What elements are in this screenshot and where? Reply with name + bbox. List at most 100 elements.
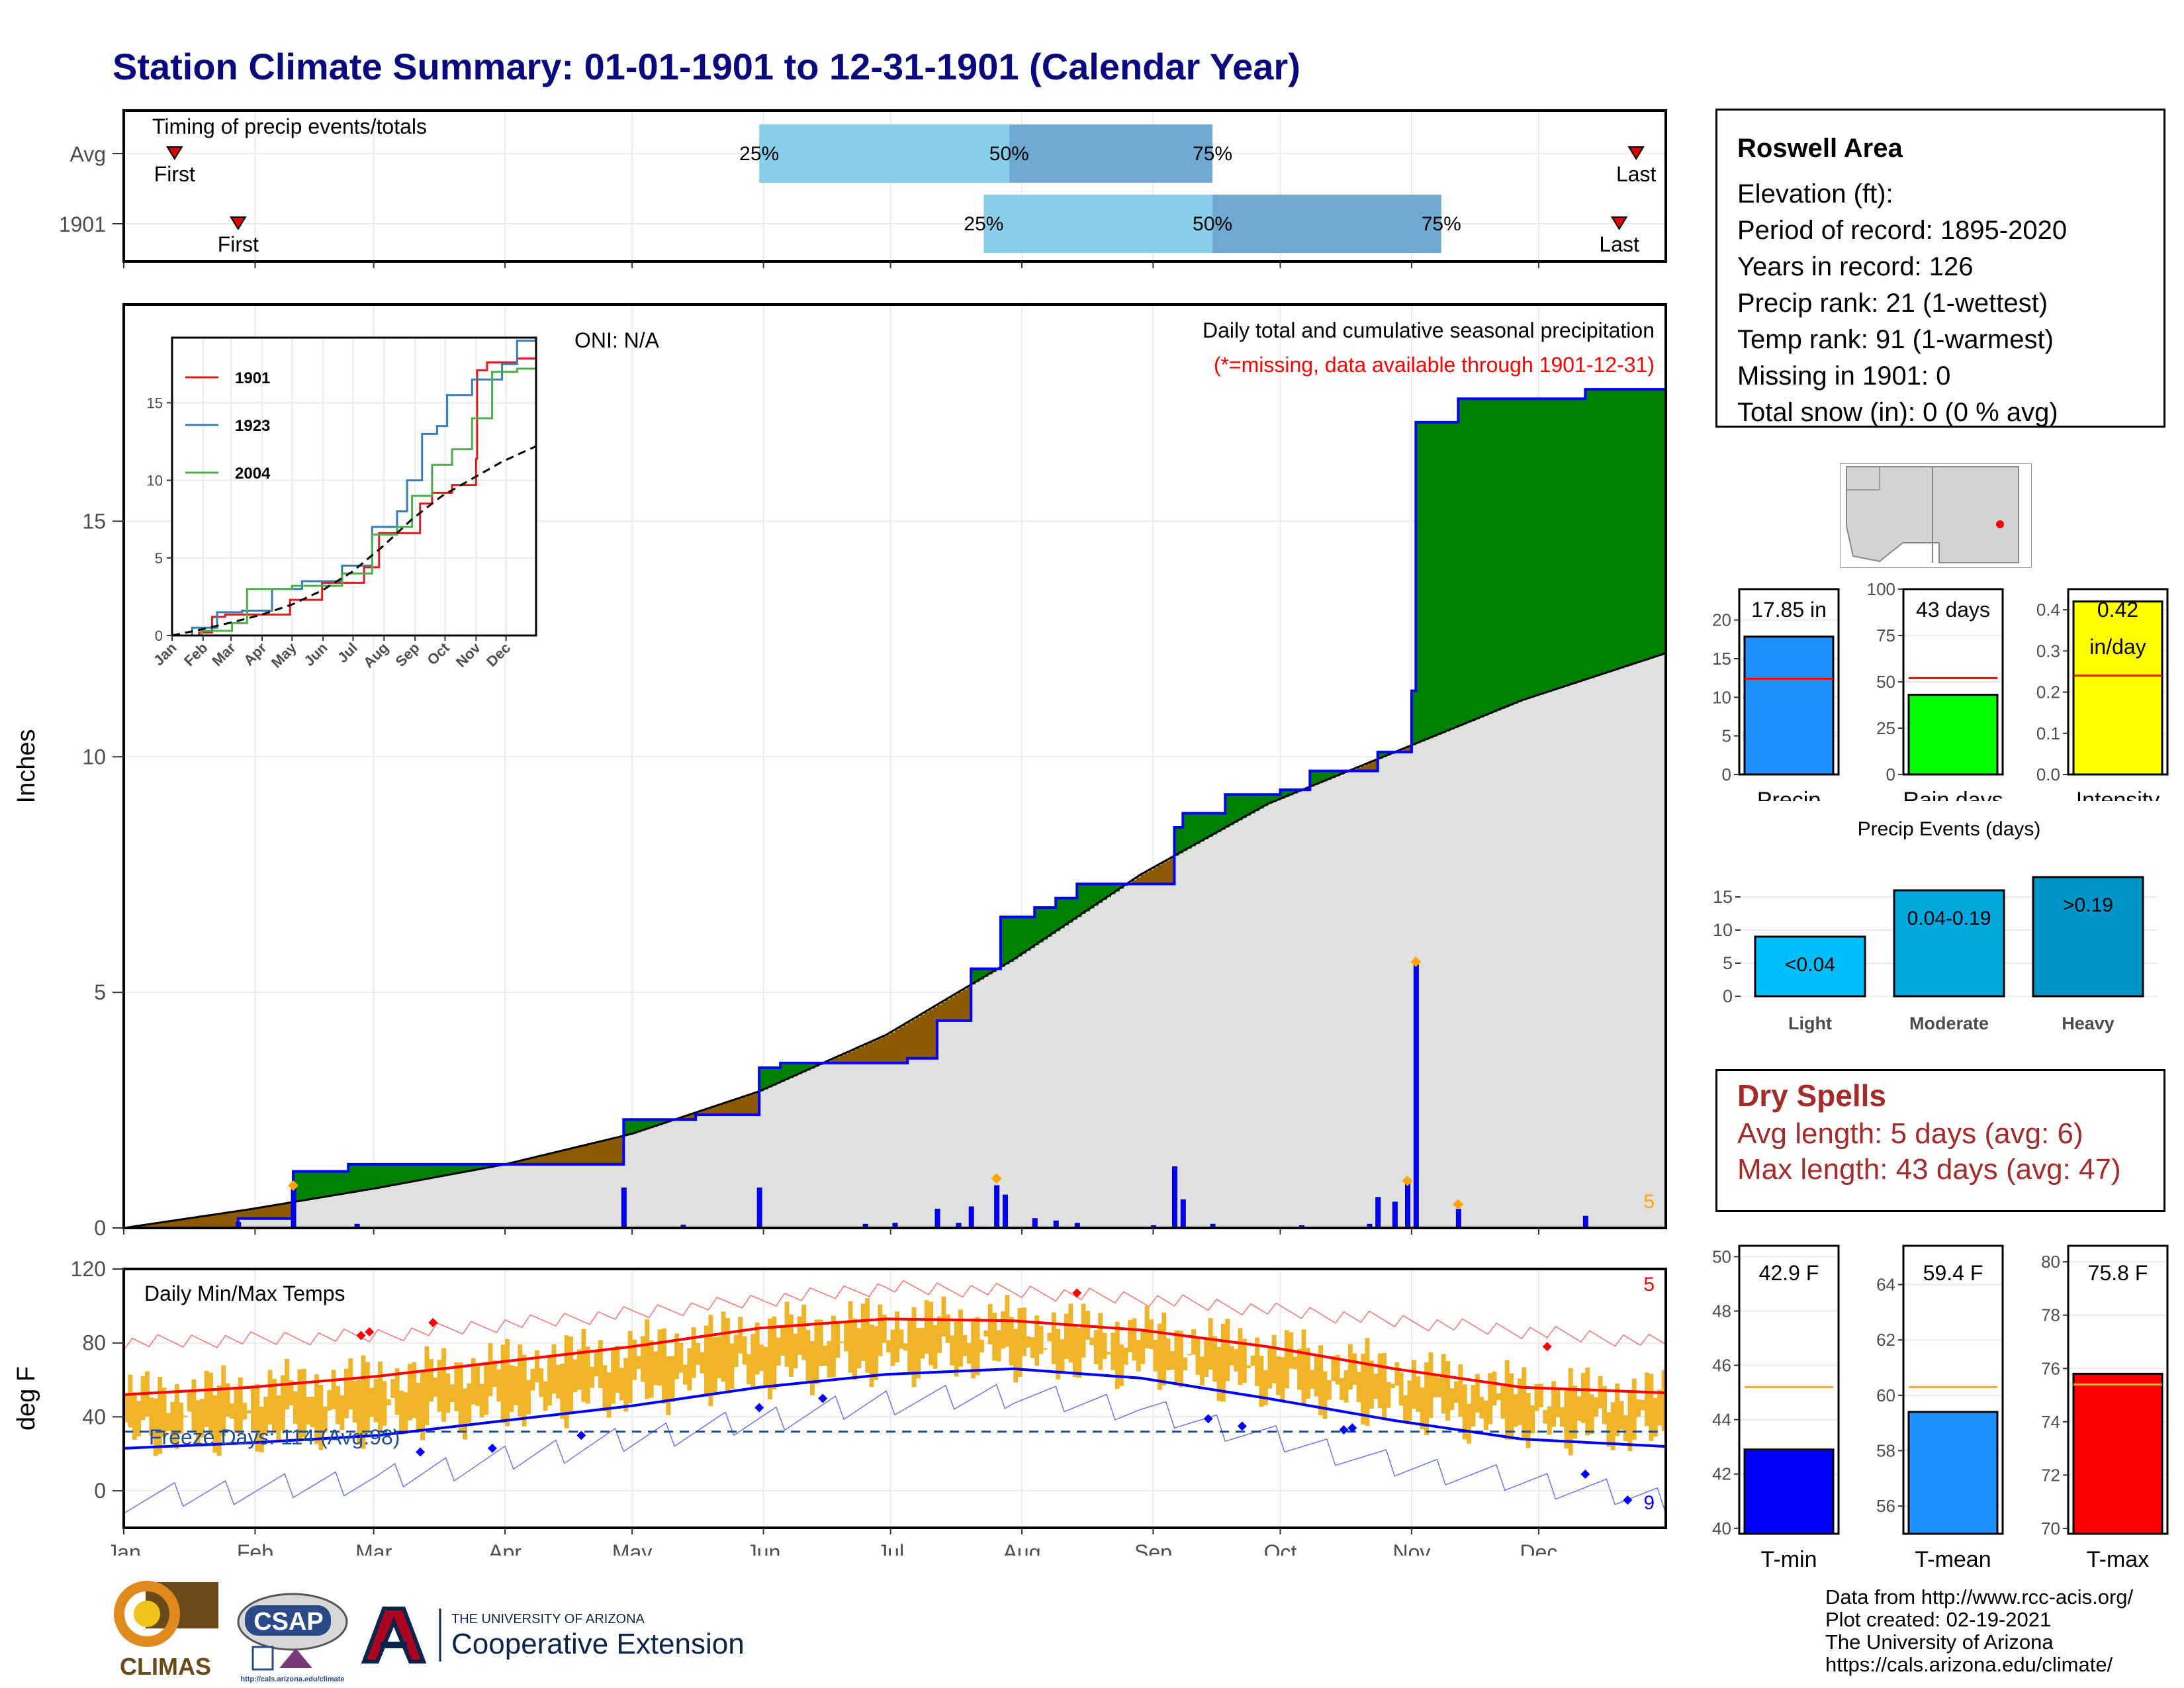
inset-bg — [172, 338, 536, 635]
wetter-than-normal-area — [1504, 399, 1510, 708]
drier-than-normal-area — [251, 1209, 256, 1219]
mini-ytick-label: 44 — [1712, 1410, 1731, 1430]
mini-panel-frame — [2067, 588, 2169, 776]
mini-ytick-label: 46 — [1712, 1356, 1731, 1376]
wetter-than-normal-area — [1437, 422, 1442, 735]
mini-panel-frame — [2067, 1244, 2169, 1535]
month-label: Jan — [107, 1540, 141, 1556]
wetter-than-normal-area — [1492, 399, 1497, 713]
daily-temp-bar — [225, 1383, 230, 1417]
wetter-than-normal-area — [1093, 884, 1099, 906]
daily-temp-bar — [594, 1350, 599, 1377]
inset-normal-line — [171, 445, 537, 637]
daily-temp-bar — [297, 1369, 302, 1441]
drier-than-normal-area — [212, 1215, 218, 1228]
daily-temp-bar — [496, 1369, 502, 1402]
daily-temp-bar — [124, 1394, 128, 1423]
daily-temp-bar — [471, 1358, 476, 1405]
last-marker — [1627, 146, 1645, 160]
daily-temp-bar — [649, 1340, 654, 1398]
daily-temp-bar — [1534, 1383, 1539, 1411]
precip-frame — [122, 303, 1667, 1229]
wetter-than-normal-area — [1208, 813, 1213, 837]
daily-temp-bar — [1623, 1415, 1628, 1441]
drier-than-normal-area — [555, 1152, 561, 1164]
freeze-days-label: Freeze Days: 114 (Avg:98) — [149, 1425, 400, 1449]
daily-temp-bar — [569, 1336, 574, 1413]
wetter-than-normal-area — [428, 1164, 433, 1179]
drier-than-normal-area — [1144, 872, 1150, 884]
daily-temp-bar — [1187, 1354, 1192, 1356]
first-marker — [166, 146, 183, 160]
wetter-than-normal-area — [1661, 389, 1666, 655]
daily-temp-bar — [1576, 1396, 1582, 1421]
drier-than-normal-area — [941, 1002, 946, 1021]
daily-temp-bar — [1216, 1346, 1222, 1401]
daily-temp-bar — [1161, 1312, 1167, 1385]
wetter-than-normal-area — [1326, 771, 1332, 780]
daily-temp-bar — [856, 1328, 862, 1369]
wetter-than-normal-area — [1471, 399, 1476, 722]
daily-temp-bar — [666, 1356, 671, 1415]
mini-ytick-label: 58 — [1876, 1441, 1895, 1461]
wetter-than-normal-area — [1538, 399, 1543, 695]
precip-event-bar-label: >0.19 — [2063, 894, 2113, 916]
csap-logo: CSAP http://cals.arizona.edu/climate — [237, 1593, 348, 1683]
mini-ytick-label: 80 — [2041, 1252, 2060, 1272]
daily-temp-bar — [606, 1372, 612, 1418]
daily-precip-bar — [621, 1188, 627, 1229]
drier-than-normal-area — [594, 1143, 599, 1164]
daily-temp-bar — [318, 1384, 324, 1450]
daily-temp-bar — [357, 1380, 361, 1445]
daily-temp-bar — [1119, 1344, 1124, 1386]
wetter-than-normal-area — [420, 1164, 426, 1180]
daily-temp-bar — [712, 1336, 717, 1393]
record-low-marker — [1237, 1421, 1247, 1431]
daily-temp-bar — [814, 1319, 819, 1384]
daily-temp-bar — [221, 1365, 226, 1436]
daily-precip-bar — [1002, 1194, 1008, 1229]
daily-temp-bar — [132, 1392, 137, 1440]
info-temp-rank: Temp rank: 91 (1-warmest) — [1737, 325, 2054, 354]
daily-temp-bar — [1441, 1354, 1446, 1414]
wetter-than-normal-area — [1064, 898, 1069, 926]
daily-temp-bar — [343, 1368, 349, 1419]
info-elevation: Elevation (ft): — [1737, 179, 1893, 209]
wetter-than-normal-area — [1564, 399, 1569, 686]
drier-than-normal-area — [966, 987, 972, 1021]
daily-temp-bar — [1564, 1388, 1569, 1449]
daily-temp-bar — [1500, 1383, 1506, 1419]
daily-temp-bar — [513, 1366, 518, 1405]
wetter-than-normal-area — [336, 1171, 341, 1196]
month-label: Feb — [237, 1540, 273, 1556]
daily-temp-bar — [1644, 1372, 1649, 1427]
wetter-than-normal-area — [1644, 389, 1649, 661]
wetter-than-normal-area — [1606, 389, 1612, 673]
daily-temp-bar — [195, 1400, 201, 1444]
daily-temp-bar — [276, 1395, 281, 1442]
daily-temp-bar — [306, 1397, 311, 1425]
timing-bar-q25-q50 — [759, 124, 1009, 183]
credit-line: https://cals.arizona.edu/climate/ — [1825, 1653, 2113, 1676]
wetter-than-normal-area — [306, 1171, 311, 1200]
daily-temp-bar — [1140, 1329, 1146, 1364]
drier-than-normal-area — [746, 1096, 751, 1115]
wetter-than-normal-area — [788, 1062, 794, 1078]
daily-temp-bar — [263, 1396, 269, 1435]
inset-series-line — [172, 340, 536, 637]
wetter-than-normal-area — [301, 1171, 306, 1201]
timing-p50: 50% — [1193, 213, 1232, 235]
wetter-than-normal-area — [463, 1164, 468, 1172]
drier-than-normal-area — [285, 1203, 290, 1219]
daily-temp-bar — [539, 1368, 544, 1397]
wetter-than-normal-area — [1212, 813, 1218, 835]
daily-temp-bar — [971, 1318, 976, 1379]
drier-than-normal-area — [729, 1101, 735, 1115]
daily-temp-bar — [1382, 1352, 1387, 1418]
daily-temp-bar — [772, 1316, 777, 1389]
wetter-than-normal-area — [623, 1119, 629, 1136]
daily-temp-bar — [416, 1382, 421, 1432]
wetter-than-normal-area — [1411, 690, 1416, 745]
wetter-than-normal-area — [445, 1164, 451, 1176]
daily-temp-bar — [763, 1346, 768, 1386]
